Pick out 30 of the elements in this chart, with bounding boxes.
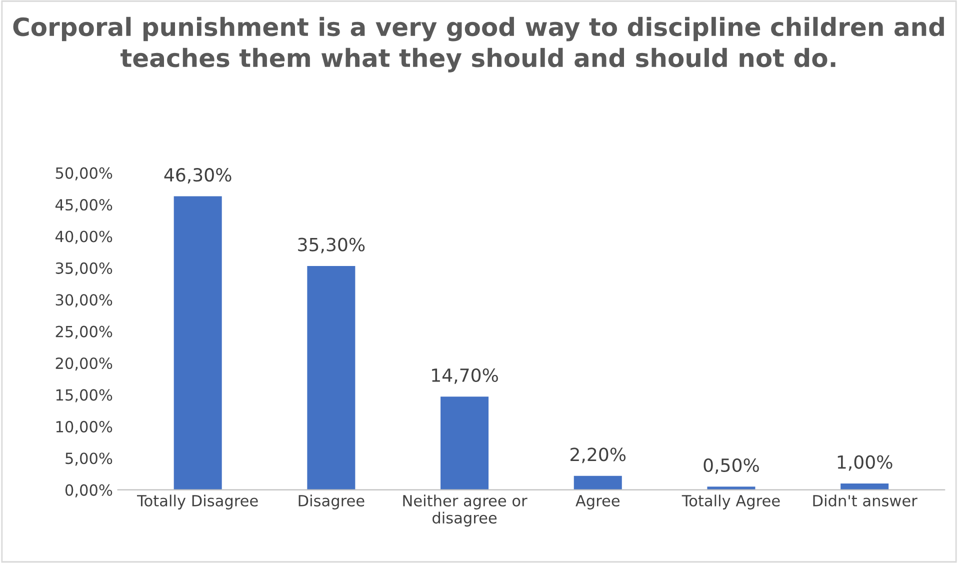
bar: [840, 483, 889, 490]
y-tick-label: 20,00%: [56, 357, 112, 371]
bar: [307, 266, 356, 490]
data-label: 1,00%: [838, 455, 892, 471]
y-tick-label: 30,00%: [56, 294, 112, 308]
y-tick-label: 25,00%: [56, 326, 112, 339]
y-tick-label: 5,00%: [66, 452, 112, 466]
y-tick-label: 40,00%: [55, 230, 112, 244]
x-tick-label: Totally Disagree: [137, 494, 258, 510]
x-tick-label: Disagree: [298, 494, 364, 510]
chart-title: Corporal punishment is a very good way to discipline children and teaches them what they should and should not do.: [13, 16, 944, 72]
data-label: 2,20%: [570, 448, 626, 464]
y-tick-label: 45,00%: [55, 199, 112, 212]
y-tick-label: 15,00%: [56, 389, 112, 402]
bar: [174, 196, 222, 490]
y-tick-label: 10,00%: [56, 420, 112, 434]
bar: [707, 486, 756, 490]
data-label: 14,70%: [432, 368, 498, 384]
y-tick-label: 50,00%: [56, 167, 112, 180]
x-tick-label: Didn't answer: [813, 494, 918, 506]
y-tick-label: 0,00%: [65, 484, 112, 498]
bar: [574, 476, 622, 490]
x-tick-label: Agree: [576, 495, 620, 510]
bar: [440, 396, 489, 490]
y-tick-label: 35,00%: [56, 262, 112, 276]
data-label: 46,30%: [164, 168, 232, 184]
data-label: 0,50%: [704, 458, 759, 474]
x-tick-label: Neither agree or disagree: [403, 494, 528, 527]
x-tick-label: Totally Agree: [682, 494, 780, 510]
data-label: 35,30%: [298, 238, 365, 254]
